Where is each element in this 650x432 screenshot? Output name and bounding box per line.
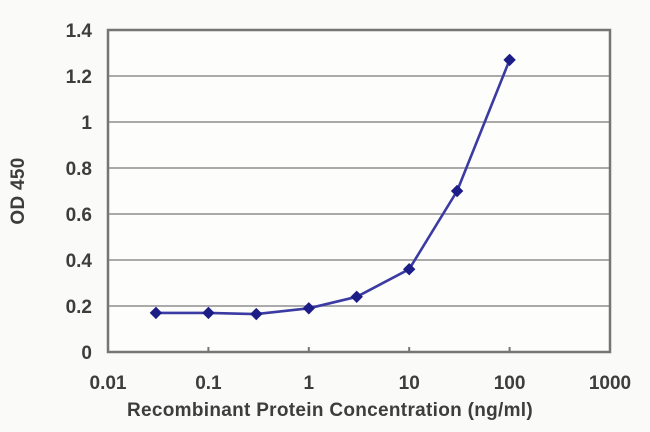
data-point-marker [350,290,363,304]
x-tick-label: 1000 [589,373,631,394]
data-point-marker [302,302,316,315]
data-point-marker [503,53,516,67]
data-point-marker [202,306,215,320]
y-tick-label: 1.4 [66,21,93,42]
y-tick-label: 0.8 [66,159,92,180]
y-tick-label: 0 [81,343,92,364]
data-point-marker [149,306,163,320]
x-tick-label: 1 [304,373,315,394]
y-axis-title: OD 450 [8,157,29,225]
plot-background [108,30,610,352]
x-tick-label: 0.1 [195,373,222,394]
x-tick-label: 0.01 [90,373,127,394]
data-line [155,59,511,316]
data-point-marker [250,307,263,321]
y-tick-label: 0.2 [66,297,92,318]
x-tick-label: 10 [399,373,420,394]
x-axis-title: Recombinant Protein Concentration (ng/ml… [126,400,534,421]
x-tick-label: 100 [494,373,526,394]
plot-border [106,28,612,354]
y-tick-label: 1 [81,113,92,134]
y-tick-label: 1.2 [66,67,92,88]
y-tick-label: 0.6 [66,205,92,226]
y-tick-label: 0.4 [66,251,93,272]
data-point-marker [402,262,416,276]
data-point-marker [450,184,464,198]
